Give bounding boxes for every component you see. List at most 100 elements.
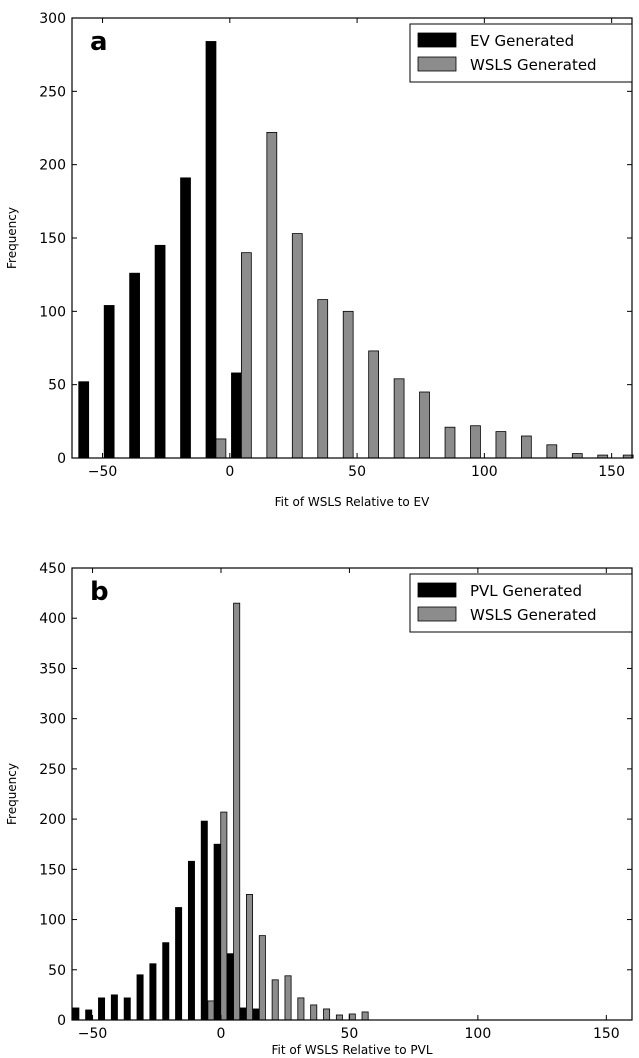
y-tick-label: 150 <box>39 231 66 247</box>
y-tick-label: 250 <box>39 762 66 778</box>
bar <box>98 997 106 1021</box>
y-tick-label: 450 <box>39 561 66 577</box>
bar <box>291 233 303 459</box>
legend-label: EV Generated <box>470 32 574 50</box>
bar <box>419 391 430 459</box>
bar <box>571 453 583 459</box>
bar <box>110 994 118 1021</box>
bar <box>72 1007 80 1021</box>
x-tick-label: 150 <box>593 1026 620 1042</box>
series-wsls-generated <box>215 131 634 459</box>
legend-swatch <box>417 32 457 48</box>
bar <box>240 252 252 459</box>
bar <box>103 305 115 459</box>
y-tick-label: 400 <box>39 611 66 627</box>
bar <box>200 820 208 1021</box>
bar <box>266 131 278 459</box>
y-tick-label: 300 <box>39 11 66 27</box>
bar <box>444 426 456 459</box>
bar <box>335 1014 343 1021</box>
series-model-generated <box>72 820 260 1021</box>
bar <box>207 1000 215 1021</box>
panel-letter: a <box>90 27 108 57</box>
bar <box>215 438 227 459</box>
bar <box>123 997 131 1021</box>
bar <box>162 942 170 1021</box>
bar <box>271 979 279 1021</box>
bar <box>246 894 253 1021</box>
bar <box>342 310 354 459</box>
bar <box>233 602 241 1021</box>
chart-panel-b: 0 50 100 150 200 250 300 350 400 450 −50 0 50 100 150 F… <box>5 561 633 1057</box>
bar <box>258 935 266 1021</box>
x-tick-label: 0 <box>217 1026 226 1042</box>
series-model-generated <box>78 41 242 459</box>
bar <box>323 1008 331 1021</box>
x-tick-label: 100 <box>465 1026 492 1042</box>
bar <box>348 1013 356 1021</box>
y-axis-label: Frequency <box>5 207 19 269</box>
legend-label: WSLS Generated <box>470 56 597 74</box>
legend-swatch <box>417 606 457 622</box>
bar <box>284 975 292 1021</box>
bar <box>297 997 305 1021</box>
bar <box>213 843 221 1021</box>
panel-letter: b <box>90 577 109 607</box>
plot-frame <box>71 567 633 1021</box>
y-tick-label: 300 <box>39 712 66 728</box>
x-axis-label: Fit of WSLS Relative to EV <box>275 495 431 509</box>
x-tick-label: 50 <box>341 1026 359 1042</box>
legend: EV Generated WSLS Generated <box>409 23 633 83</box>
bar <box>252 1008 260 1021</box>
bar <box>187 860 195 1021</box>
legend: PVL Generated WSLS Generated <box>409 573 633 633</box>
y-tick-label: 200 <box>39 812 66 828</box>
bar <box>136 974 144 1021</box>
legend-swatch <box>417 56 457 72</box>
x-tick-label: 150 <box>598 464 625 480</box>
bar <box>85 1009 93 1021</box>
bar <box>495 431 507 459</box>
bar <box>231 372 242 459</box>
bar <box>393 378 405 459</box>
bar <box>317 299 329 459</box>
y-tick-label: 100 <box>39 304 66 320</box>
y-tick-label: 50 <box>48 378 66 394</box>
bar <box>226 953 234 1021</box>
bar <box>368 350 380 459</box>
legend-swatch <box>417 582 457 598</box>
y-axis-label: Frequency <box>5 763 19 825</box>
x-tick-label: 0 <box>225 464 234 480</box>
bar <box>239 1007 247 1021</box>
y-tick-label: 0 <box>57 1013 66 1029</box>
bar <box>129 272 140 459</box>
bar <box>310 1004 318 1021</box>
x-tick-label: −50 <box>88 464 118 480</box>
y-tick-label: 250 <box>39 84 66 100</box>
bar <box>470 425 481 459</box>
bar <box>180 177 191 459</box>
y-tick-label: 0 <box>57 451 66 467</box>
bar <box>205 41 217 459</box>
bar <box>220 811 228 1021</box>
x-tick-label: 50 <box>348 464 366 480</box>
bar <box>154 244 166 459</box>
x-tick-label: −50 <box>78 1026 108 1042</box>
legend-label: PVL Generated <box>470 582 582 600</box>
x-axis-label: Fit of WSLS Relative to PVL <box>271 1043 432 1057</box>
bar <box>521 435 532 459</box>
bar <box>546 444 558 459</box>
y-tick-label: 50 <box>48 963 66 979</box>
x-tick-label: 100 <box>471 464 498 480</box>
bar <box>149 963 157 1021</box>
bar <box>361 1011 369 1021</box>
y-tick-label: 200 <box>39 158 66 174</box>
legend-label: WSLS Generated <box>470 606 597 624</box>
bar <box>175 907 183 1021</box>
y-tick-label: 350 <box>39 661 66 677</box>
bar <box>78 381 90 459</box>
chart-panel-a: 0 50 100 150 200 250 300 −50 0 50 100 150 Fit of WSL… <box>5 11 634 509</box>
y-tick-label: 150 <box>39 862 66 878</box>
y-tick-label: 100 <box>39 913 66 929</box>
